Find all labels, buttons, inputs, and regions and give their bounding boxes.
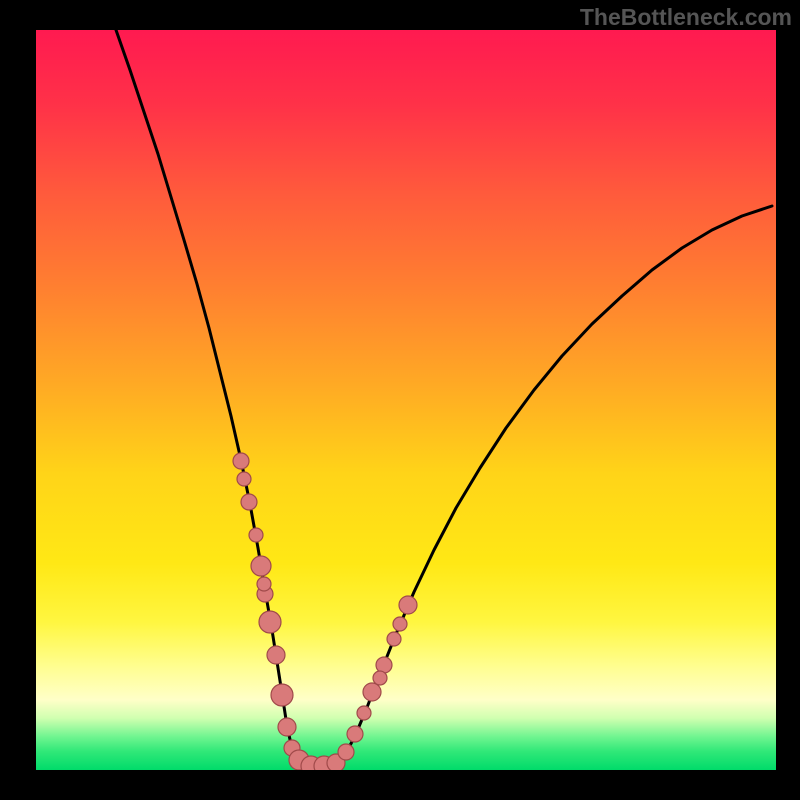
- data-marker: [399, 596, 417, 614]
- data-marker: [393, 617, 407, 631]
- data-marker: [241, 494, 257, 510]
- data-marker: [267, 646, 285, 664]
- gradient-background: [36, 30, 776, 770]
- data-marker: [249, 528, 263, 542]
- data-marker: [338, 744, 354, 760]
- data-marker: [363, 683, 381, 701]
- data-marker: [251, 556, 271, 576]
- watermark-text: TheBottleneck.com: [580, 4, 792, 31]
- root-container: TheBottleneck.com: [0, 0, 800, 800]
- plot-svg: [36, 30, 776, 770]
- plot-area: [36, 30, 776, 770]
- data-marker: [271, 684, 293, 706]
- data-marker: [237, 472, 251, 486]
- data-marker: [259, 611, 281, 633]
- data-marker: [233, 453, 249, 469]
- data-marker: [373, 671, 387, 685]
- data-marker: [357, 706, 371, 720]
- data-marker: [257, 577, 271, 591]
- data-marker: [278, 718, 296, 736]
- data-marker: [347, 726, 363, 742]
- data-marker: [387, 632, 401, 646]
